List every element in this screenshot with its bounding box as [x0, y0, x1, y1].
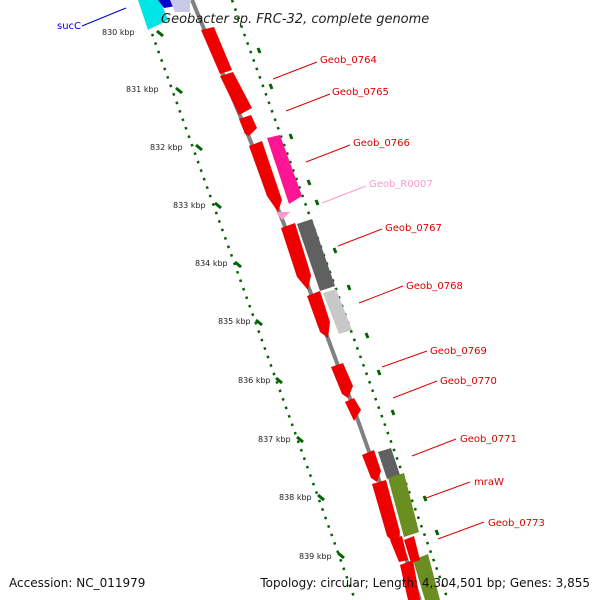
cog-block-green-next — [413, 554, 440, 600]
kbp-label: 830 kbp — [102, 28, 135, 37]
outer-band-ticks — [256, 47, 440, 536]
kbp-label: 836 kbp — [238, 376, 271, 385]
gene-label-geob-r0007[interactable]: Geob_R0007 — [369, 179, 433, 190]
rrna-geob-r0007[interactable] — [276, 212, 290, 220]
cog-block-dark-0771 — [378, 448, 400, 479]
sucC-cog-block[interactable] — [138, 0, 168, 30]
cds-geob-0764[interactable] — [201, 27, 232, 74]
gene-label-geob-0764[interactable]: Geob_0764 — [320, 55, 377, 66]
sucC-shadow — [170, 0, 190, 12]
gene-label-geob-0767[interactable]: Geob_0767 — [385, 223, 442, 234]
gene-label-geob-0768[interactable]: Geob_0768 — [406, 281, 463, 292]
kbp-label: 838 kbp — [279, 493, 312, 502]
kbp-ticks — [156, 29, 345, 560]
kbp-label: 833 kbp — [173, 201, 206, 210]
cog-block-extra — [404, 536, 420, 563]
cds-geob-next[interactable] — [400, 560, 420, 600]
kbp-label: 832 kbp — [150, 143, 183, 152]
accession-text: Accession: NC_011979 — [9, 576, 146, 590]
cds-geob-0766[interactable] — [249, 141, 282, 212]
gene-label-sucC[interactable]: sucC — [57, 21, 81, 32]
gene-label-geob-0765[interactable]: Geob_0765 — [332, 87, 389, 98]
label-leader-lines — [81, 7, 485, 540]
kbp-label: 834 kbp — [195, 259, 228, 268]
gene-label-geob-0769[interactable]: Geob_0769 — [430, 346, 487, 357]
cds-geob-0773[interactable] — [390, 536, 408, 562]
gene-label-geob-0770[interactable]: Geob_0770 — [440, 376, 497, 387]
cog-block-dark-0767 — [297, 219, 335, 291]
cds-geob-0771[interactable] — [362, 450, 381, 482]
cog-block-green-mraW — [388, 473, 419, 537]
kbp-label: 831 kbp — [126, 85, 159, 94]
gene-label-geob-0773[interactable]: Geob_0773 — [488, 518, 545, 529]
kbp-label: 837 kbp — [258, 435, 291, 444]
kbp-label: 839 kbp — [299, 552, 332, 561]
cog-block-light-0768 — [323, 289, 352, 334]
cds-mraW[interactable] — [372, 480, 400, 546]
gene-label-geob-0771[interactable]: Geob_0771 — [460, 434, 517, 445]
outer-dotted-guide — [230, 0, 450, 600]
map-title: Geobacter sp. FRC-32, complete genome — [161, 12, 429, 27]
cds-geob-0770[interactable] — [345, 398, 361, 421]
rrna-geob-0766[interactable] — [267, 135, 302, 204]
cds-geob-0767[interactable] — [281, 223, 311, 290]
gene-label-geob-0766[interactable]: Geob_0766 — [353, 138, 410, 149]
genome-summary-text: Topology: circular; Length: 4,304,501 bp… — [260, 576, 590, 590]
inner-dotted-guide — [138, 0, 357, 600]
cds-geob-0765[interactable] — [220, 72, 252, 115]
cds-geob-0768[interactable] — [307, 291, 330, 338]
cds-geob-0765b[interactable] — [239, 115, 257, 136]
cds-geob-0769[interactable] — [331, 363, 353, 398]
kbp-label: 835 kbp — [218, 317, 251, 326]
gene-label-mraW[interactable]: mraW — [474, 477, 504, 488]
